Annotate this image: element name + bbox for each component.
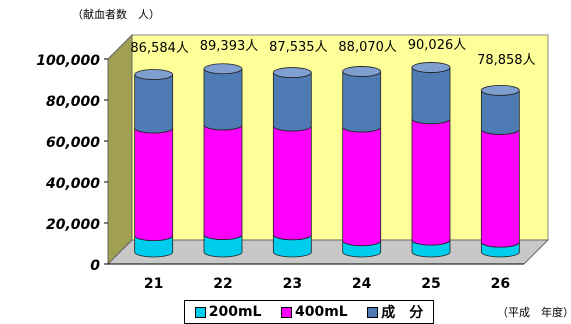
bar-segment-400ml xyxy=(342,126,382,247)
legend-label-200ml: 200mL xyxy=(208,304,262,320)
bar-total-label: 87,535人 xyxy=(269,40,328,55)
legend-item-400ml: 400mL xyxy=(280,304,348,320)
x-tick-label: 26 xyxy=(491,276,510,292)
y-tick-label: 60,000 xyxy=(46,135,100,151)
legend-item-component: 成 分 xyxy=(367,302,423,322)
bar-total-label: 88,070人 xyxy=(338,40,397,55)
bar-total-label: 89,393人 xyxy=(200,39,259,54)
y-tick-label: 0 xyxy=(90,258,100,274)
y-tick-label: 40,000 xyxy=(45,176,100,192)
x-tick-label: 23 xyxy=(283,276,302,292)
bar-top-cap xyxy=(480,84,520,96)
x-tick-label: 25 xyxy=(421,276,440,292)
bar-segment-400ml xyxy=(480,129,520,248)
y-axis-unit-label: （献血者数 人） xyxy=(72,8,160,21)
bar-top-cap xyxy=(342,66,382,77)
legend-item-200ml: 200mL xyxy=(194,304,262,320)
bar-top-cap xyxy=(134,69,174,80)
bar-segment-component xyxy=(342,71,382,133)
y-tick-label: 80,000 xyxy=(46,94,100,110)
bar-top-cap xyxy=(272,67,312,78)
chart-side-wall xyxy=(107,33,133,266)
legend-swatch-400ml xyxy=(280,306,292,318)
legend: 200mL 400mL 成 分 xyxy=(184,300,434,324)
x-tick-label: 24 xyxy=(352,276,372,292)
bar-segment-400ml xyxy=(203,124,243,240)
bar-total-label: 90,026人 xyxy=(408,38,467,53)
legend-label-400ml: 400mL xyxy=(294,304,348,320)
bar-total-label: 78,858人 xyxy=(477,53,536,68)
bar-segment-component xyxy=(134,74,174,134)
y-tick-label: 100,000 xyxy=(36,53,100,69)
bar-segment-400ml xyxy=(134,127,174,241)
bar-top-cap xyxy=(411,62,451,73)
legend-swatch-component xyxy=(367,306,379,318)
x-tick-label: 21 xyxy=(144,276,163,292)
bar-total-label: 86,584人 xyxy=(130,41,189,56)
legend-swatch-200ml xyxy=(194,306,206,318)
y-tick-label: 20,000 xyxy=(46,217,100,233)
bar-segment-400ml xyxy=(272,125,312,241)
bar-segment-component xyxy=(272,72,312,132)
x-axis-unit-label: （平成 年度） xyxy=(497,306,571,319)
bar-segment-component xyxy=(203,68,243,131)
bar-segment-400ml xyxy=(411,118,451,246)
bar-segment-component xyxy=(411,67,451,125)
bar-top-cap xyxy=(203,63,243,75)
bar-segment-component xyxy=(480,90,520,135)
x-tick-label: 22 xyxy=(213,276,232,292)
chart-back-wall xyxy=(131,34,549,241)
legend-label-component: 成 分 xyxy=(381,305,424,321)
